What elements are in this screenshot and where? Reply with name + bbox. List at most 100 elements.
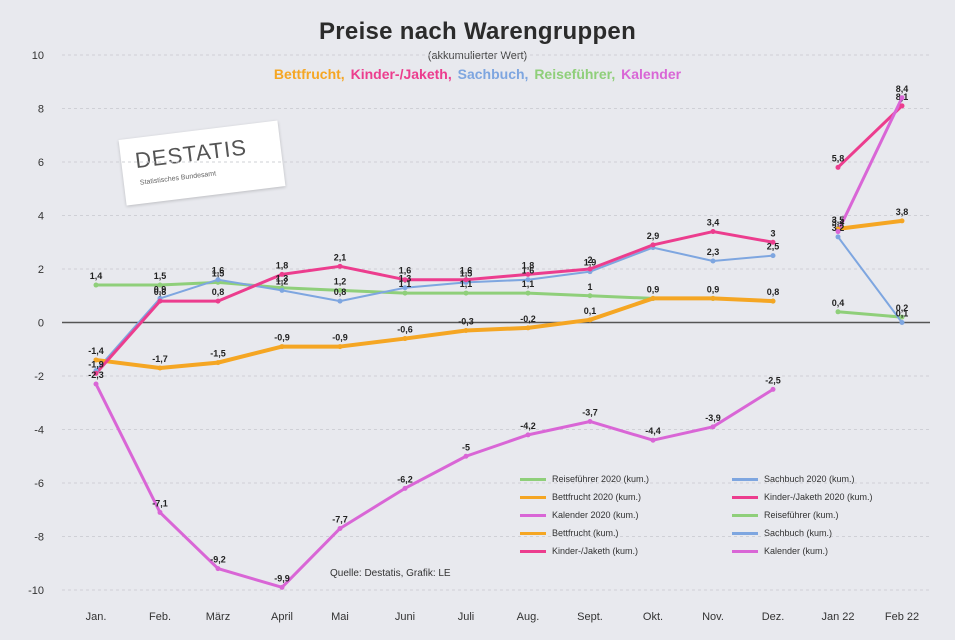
data-label: 0,8: [767, 287, 780, 297]
data-label: 0,8: [154, 287, 167, 297]
data-point: [710, 229, 716, 235]
legend-label: Bettfrucht 2020 (kum.): [552, 492, 642, 502]
y-tick-label: 2: [38, 264, 44, 276]
data-point: [899, 320, 905, 325]
data-point: [525, 277, 531, 283]
data-point: [463, 277, 469, 283]
legend-swatch: [732, 495, 758, 499]
data-label: -7,7: [332, 514, 348, 524]
data-label: 1,3: [276, 274, 289, 284]
legend-label: Reiseführer (kum.): [764, 510, 839, 520]
data-label: 1,4: [90, 271, 103, 281]
data-point: [157, 509, 163, 515]
legend-item: Reiseführer (kum.): [732, 510, 839, 520]
data-label: 1,1: [522, 279, 535, 289]
legend-swatch: [732, 477, 758, 481]
data-point: [525, 271, 531, 277]
x-tick-label: Juni: [395, 611, 415, 623]
data-point: [215, 360, 221, 366]
data-label: -5: [462, 442, 470, 452]
data-label: 1,6: [522, 266, 535, 276]
legend-swatch: [520, 531, 546, 535]
data-point: [770, 298, 776, 304]
data-label: 1,5: [212, 268, 225, 278]
legend-label: Kalender (kum.): [764, 546, 829, 556]
data-point: [770, 386, 776, 392]
data-point: [650, 437, 656, 443]
data-point: [157, 365, 163, 371]
data-point: [337, 263, 343, 269]
data-label: -1,7: [152, 354, 168, 364]
data-point: [463, 453, 469, 459]
y-tick-label: 4: [38, 211, 44, 223]
data-label: 0,8: [212, 287, 225, 297]
data-label: 0,1: [896, 309, 909, 319]
data-point: [835, 164, 841, 170]
data-label: -0,9: [332, 333, 348, 343]
data-label: 0,4: [832, 298, 845, 308]
data-point: [279, 287, 285, 293]
legend-label: Kinder-/Jaketh 2020 (kum.): [764, 492, 873, 502]
y-tick-label: 8: [38, 104, 44, 116]
data-label: -3,9: [705, 413, 721, 423]
data-label: -0,2: [520, 314, 536, 324]
x-tick-label: Feb.: [149, 611, 171, 623]
series-line: [94, 382, 775, 589]
data-point: [525, 432, 531, 438]
data-label: -1,4: [88, 346, 104, 356]
legend-label: Sachbuch 2020 (kum.): [764, 474, 855, 484]
data-point: [93, 282, 99, 288]
data-point: [770, 253, 776, 259]
x-tick-label: Nov.: [702, 611, 724, 623]
legend-swatch: [520, 513, 546, 517]
data-point: [587, 293, 593, 299]
legend-label: Kinder-/Jaketh (kum.): [552, 546, 639, 556]
data-label: 3: [770, 228, 775, 238]
y-tick-label: -4: [34, 425, 44, 437]
data-point: [157, 282, 163, 288]
data-point: [835, 229, 841, 235]
data-point: [835, 234, 841, 240]
series-line: [94, 230, 775, 375]
legend-item: Kalender 2020 (kum.): [520, 510, 639, 520]
data-point: [402, 485, 408, 491]
data-label: 0,2: [896, 303, 909, 313]
data-point: [899, 95, 905, 101]
data-label: 1,2: [334, 276, 347, 286]
data-point: [463, 328, 469, 334]
data-point: [899, 218, 905, 224]
y-tick-label: 10: [32, 50, 44, 62]
data-point: [587, 317, 593, 323]
x-tick-label: Okt.: [643, 611, 663, 623]
data-label: 3,8: [896, 207, 909, 217]
legend-item: Sachbuch 2020 (kum.): [732, 474, 855, 484]
series-line: [836, 96, 904, 234]
data-label: 5,8: [832, 153, 845, 163]
data-label: -7,1: [152, 498, 168, 508]
data-point: [402, 285, 408, 291]
data-label: -9,9: [274, 573, 290, 583]
data-point: [337, 525, 343, 531]
data-label: -6,2: [397, 474, 413, 484]
title-block: Preise nach Warengruppen (akkumulierter …: [0, 18, 955, 82]
data-point: [650, 242, 656, 248]
data-label: 0,1: [584, 306, 597, 316]
x-tick-label: Sept.: [577, 611, 603, 623]
data-point: [279, 584, 285, 590]
data-label: 3,4: [832, 218, 845, 228]
legend-line-reisefuehrer: Reiseführer,: [534, 66, 620, 82]
data-label: -1,9: [88, 359, 104, 369]
legend-label: Reiseführer 2020 (kum.): [552, 474, 650, 484]
data-point: [93, 357, 99, 363]
data-label: 0,8: [334, 287, 347, 297]
data-point: [525, 290, 531, 296]
data-label: -4,4: [645, 426, 661, 436]
data-point: [402, 290, 408, 296]
data-point: [899, 103, 905, 109]
x-tick-label: Jan 22: [821, 611, 854, 623]
data-label: -2,5: [765, 375, 781, 385]
y-tick-label: -6: [34, 478, 44, 490]
x-tick-label: März: [206, 611, 230, 623]
